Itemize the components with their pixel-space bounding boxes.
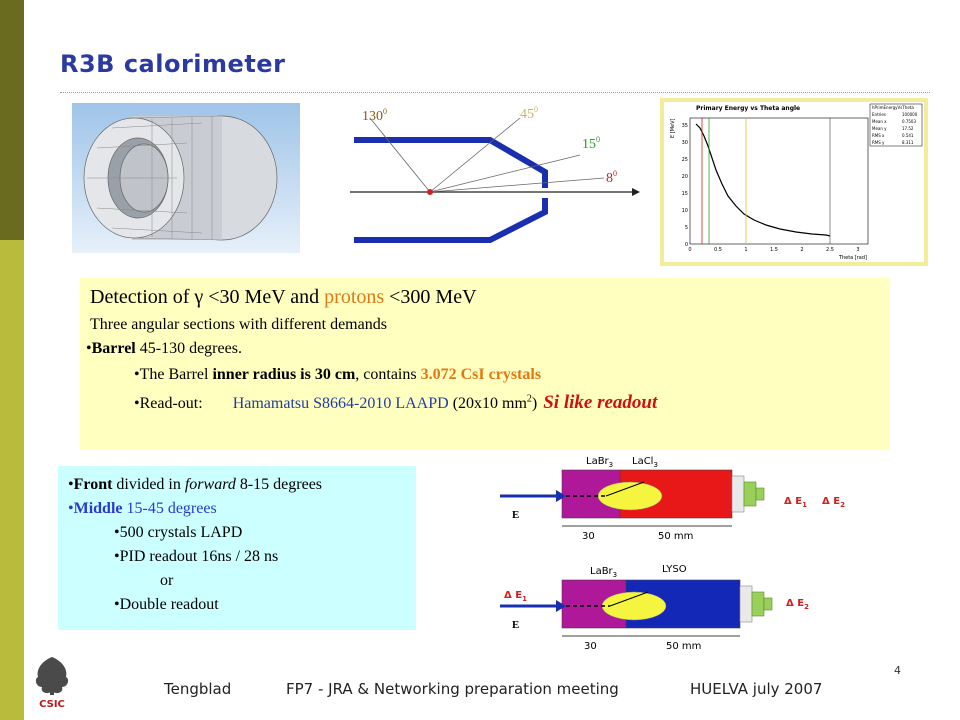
stat-value: 100000 — [902, 112, 918, 117]
phoswich-detector-diagram: LaBr3 LaCl3 E 30 50 mm Δ E1 Δ E2 LaBr3 L… — [500, 456, 845, 652]
footer-place: HUELVA july 2007 — [690, 680, 823, 698]
x-tick: 1.5 — [770, 247, 778, 253]
page-number: 4 — [894, 664, 901, 677]
x-tick: 0.5 — [714, 247, 722, 253]
y-tick: 35 — [682, 123, 688, 129]
bottom-beam-label: E — [512, 619, 519, 631]
crystals-item: •500 crystals LAPD — [114, 524, 243, 541]
stats-box-name: hPrimEnergyVsTheta — [872, 105, 914, 110]
y-tick: 5 — [685, 225, 688, 231]
svg-text:150: 150 — [582, 135, 600, 152]
primary-energy-vs-theta-histogram: Primary Energy vs Theta angle hPrimEnerg… — [660, 98, 928, 266]
bottom-dim-right: 50 mm — [666, 641, 701, 652]
radius-line: •The Barrel inner radius is 30 cm, conta… — [134, 366, 542, 383]
angle-8-label: 8 — [606, 171, 613, 186]
y-tick: 10 — [682, 208, 688, 214]
x-tick: 0 — [688, 247, 691, 253]
front-middle-description-box: •Front divided in forward 8-15 degrees •… — [58, 466, 416, 630]
bottom-beam-de: Δ E — [504, 590, 522, 601]
front-line: •Front divided in forward 8-15 degrees — [68, 476, 323, 493]
y-tick: 0 — [685, 242, 688, 248]
svg-text:450: 450 — [520, 105, 538, 122]
angle-130-label: 130 — [362, 109, 383, 124]
csic-logo: CSIC — [35, 657, 69, 710]
sidebar-accent-bottom — [0, 240, 24, 720]
histogram-title: Primary Energy vs Theta angle — [696, 105, 800, 112]
svg-text:Δ E2: Δ E2 — [822, 496, 845, 509]
y-tick: 30 — [682, 140, 688, 146]
x-tick: 3 — [856, 247, 859, 253]
top-de2: Δ E — [822, 496, 840, 507]
or-text: or — [160, 572, 174, 589]
angle-45-label: 45 — [520, 107, 534, 122]
svg-text:Δ E2: Δ E2 — [786, 598, 809, 611]
y-tick: 20 — [682, 174, 688, 180]
svg-text:1300: 1300 — [362, 107, 387, 124]
y-axis-label: E [MeV] — [670, 118, 676, 138]
stat-value: 17.52 — [902, 126, 914, 131]
angular-sections-line: Three angular sections with different de… — [90, 316, 387, 333]
logo-text: CSIC — [39, 699, 65, 710]
stat-label: Mean x — [872, 119, 887, 124]
stat-label: Entries — [872, 112, 886, 117]
stat-value: 0.541 — [902, 133, 914, 138]
pid-readout-item: •PID readout 16ns / 28 ns — [114, 548, 279, 565]
footer-meeting: FP7 - JRA & Networking preparation meeti… — [286, 680, 619, 698]
x-axis-label: Theta [rad] — [838, 255, 867, 261]
stat-label: Mean y — [872, 126, 887, 131]
top-label-left: LaBr — [586, 456, 610, 467]
stat-label: RMS x — [872, 133, 885, 138]
readout-line: •Read-out: Hamamatsu S8664-2010 LAAPD (20… — [134, 392, 658, 413]
svg-text:Δ E1: Δ E1 — [504, 590, 527, 603]
bottom-label-right: LYSO — [662, 564, 687, 575]
barrel-line: •Barrel 45-130 degrees. — [86, 340, 242, 357]
svg-text:Δ E1: Δ E1 — [784, 496, 807, 509]
x-tick: 2.5 — [826, 247, 834, 253]
y-tick: 25 — [682, 157, 688, 163]
svg-text:LaBr3: LaBr3 — [590, 566, 617, 579]
stat-value: 0.7503 — [902, 119, 916, 124]
top-label-right: LaCl — [632, 456, 653, 467]
bottom-dim-left: 30 — [584, 641, 597, 652]
angle-15-label: 15 — [582, 137, 596, 152]
bottom-label-left: LaBr — [590, 566, 614, 577]
slide-title: R3B calorimeter — [60, 50, 286, 78]
double-readout-item: •Double readout — [114, 596, 219, 613]
sidebar-accent-top — [0, 0, 24, 240]
stat-value: 8.311 — [902, 140, 914, 145]
footer-author: Tengblad — [164, 680, 232, 698]
top-dim-right: 50 mm — [658, 531, 693, 542]
barrel-calorimeter-image — [72, 103, 300, 253]
top-dim-left: 30 — [582, 531, 595, 542]
middle-line: •Middle 15-45 degrees — [68, 500, 217, 517]
detection-line: Detection of γ <30 MeV and protons <300 … — [90, 286, 477, 308]
top-beam-label: E — [512, 509, 519, 521]
x-tick: 1 — [744, 247, 747, 253]
angular-sections-diagram: 1300 450 150 80 — [350, 105, 640, 243]
title-divider — [60, 92, 930, 93]
top-de1: Δ E — [784, 496, 802, 507]
bottom-de2: Δ E — [786, 598, 804, 609]
svg-text:80: 80 — [606, 169, 617, 186]
x-tick: 2 — [800, 247, 803, 253]
svg-text:LaCl3: LaCl3 — [632, 456, 658, 469]
stat-label: RMS y — [872, 140, 885, 145]
svg-text:LaBr3: LaBr3 — [586, 456, 613, 469]
barrel-description-box: Detection of γ <30 MeV and protons <300 … — [80, 278, 890, 450]
y-tick: 15 — [682, 191, 688, 197]
